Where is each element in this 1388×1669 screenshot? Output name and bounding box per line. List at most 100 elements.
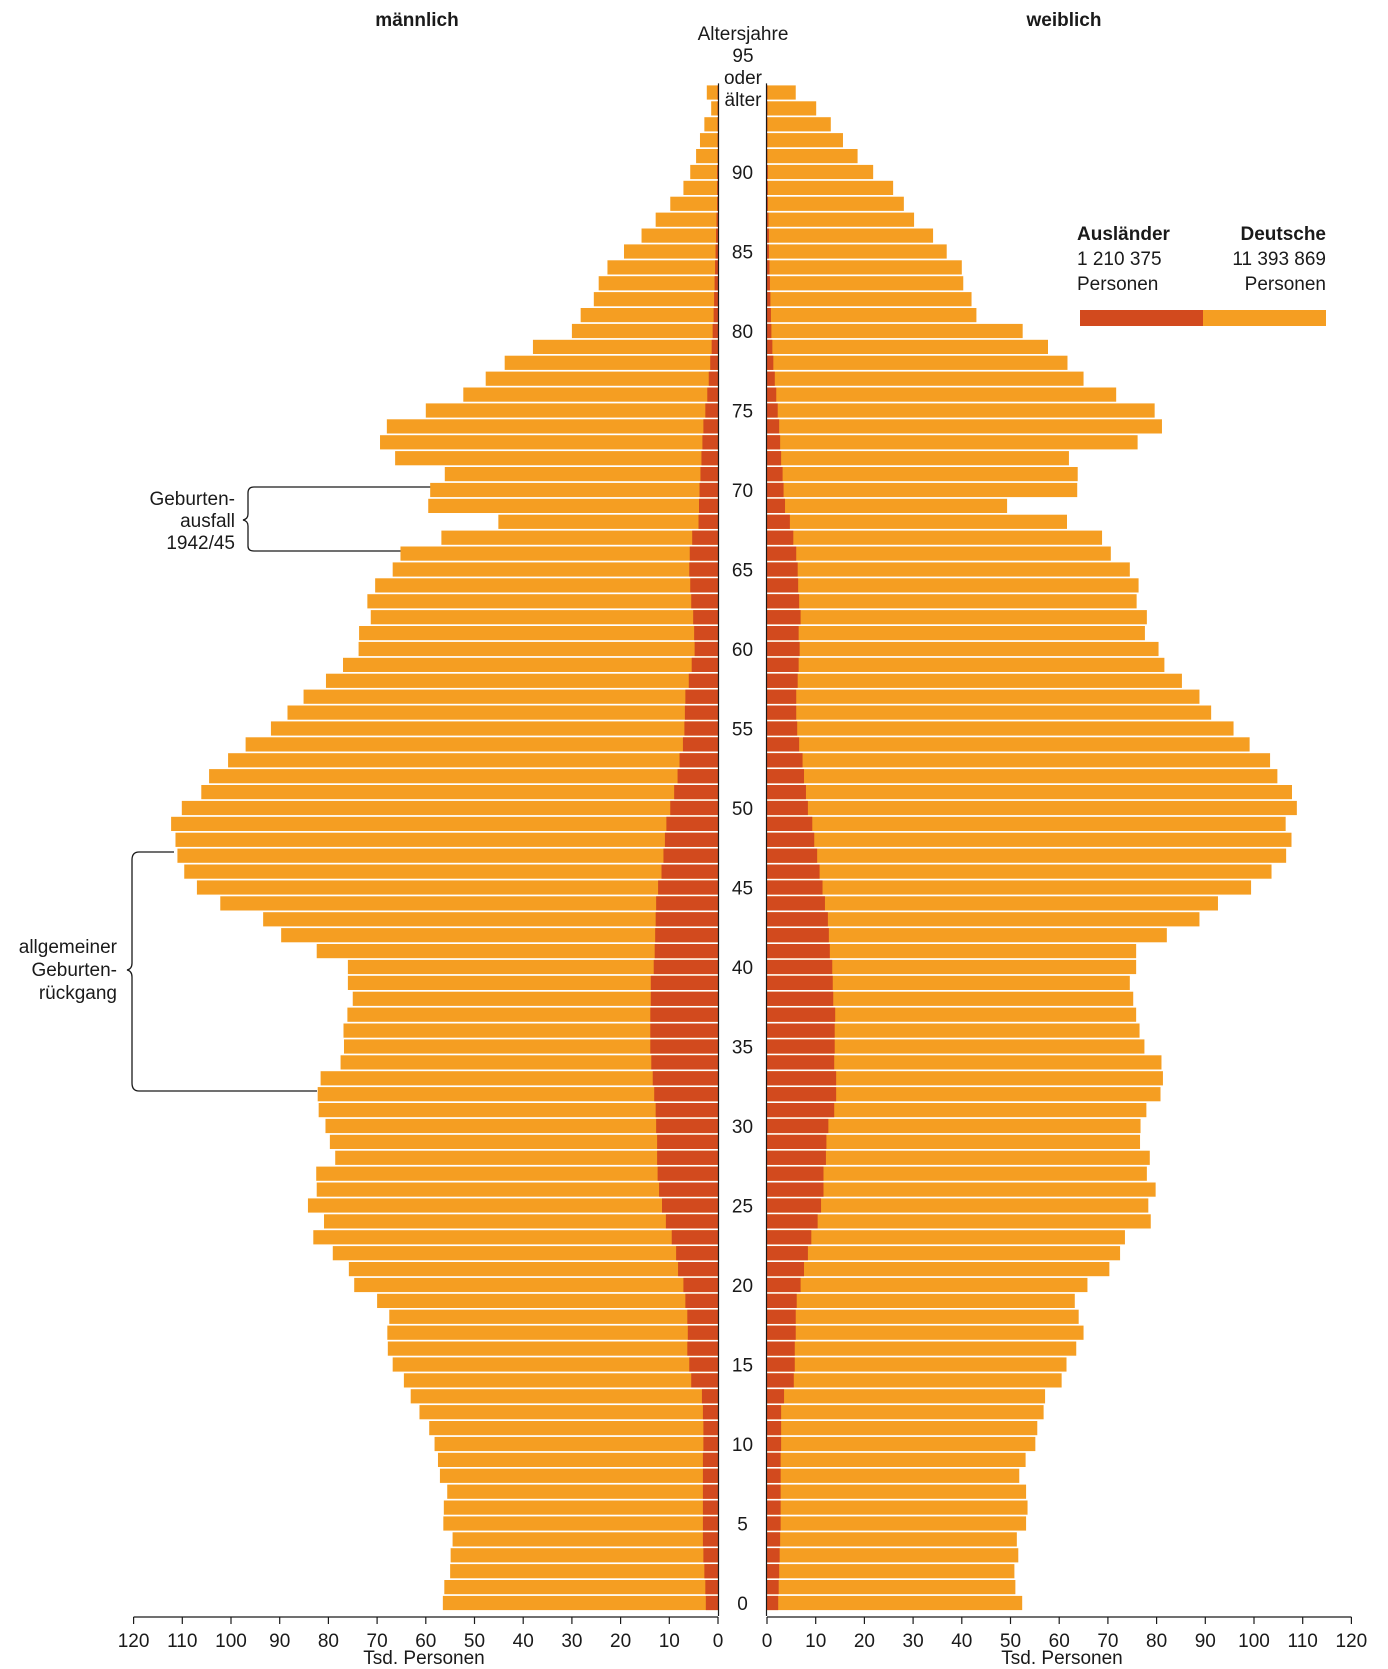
legend-deutsche-label: Deutsche [1240, 224, 1326, 245]
bar-male-total-age-6 [443, 1500, 718, 1515]
bar-female-foreign-age-32 [767, 1087, 837, 1102]
bar-female-foreign-age-25 [767, 1198, 822, 1213]
bar-male-total-age-48 [175, 832, 718, 847]
bar-male-total-age-82 [593, 292, 718, 307]
legend-auslaender-unit: Personen [1077, 274, 1158, 295]
bar-female-total-age-53 [767, 753, 1271, 768]
bar-female-foreign-age-31 [767, 1103, 835, 1118]
bar-female-total-age-84 [767, 260, 962, 275]
age-axis-label-line-1: Altersjahre [698, 24, 789, 45]
bar-male-total-age-37 [347, 1007, 718, 1022]
bar-male-total-age-46 [184, 864, 719, 879]
bar-female-total-age-42 [767, 928, 1167, 943]
bar-male-total-age-29 [329, 1134, 718, 1149]
bar-female-foreign-age-50 [767, 800, 808, 816]
bar-female-foreign-age-17 [767, 1325, 796, 1340]
bar-female-total-age-10 [767, 1436, 1036, 1452]
bars-female [765, 83, 1297, 1616]
bar-male-foreign-age-66 [689, 546, 718, 561]
bar-male-foreign-age-60 [694, 641, 718, 657]
x-tick-label-male-70: 70 [367, 1631, 388, 1652]
bar-female-total-age-40 [767, 959, 1137, 975]
age-tick-20: 20 [732, 1276, 753, 1297]
bar-male-total-age-66 [400, 546, 718, 561]
legend-deutsche-unit: Personen [1245, 274, 1326, 295]
bar-male-foreign-age-71 [700, 467, 718, 482]
bar-female-total-age-54 [767, 737, 1250, 752]
bar-female-foreign-age-77 [767, 371, 775, 386]
bar-male-foreign-age-61 [694, 626, 718, 641]
bar-male-foreign-age-19 [685, 1293, 718, 1308]
age-tick-75: 75 [732, 402, 753, 423]
bar-female-foreign-age-33 [767, 1071, 837, 1086]
bar-male-foreign-age-62 [693, 610, 718, 625]
bar-male-foreign-age-64 [690, 578, 718, 593]
legend-swatch-auslaender [1080, 310, 1203, 326]
bar-female-foreign-age-35 [767, 1039, 835, 1054]
bar-male-foreign-age-27 [657, 1166, 718, 1181]
bar-female-foreign-age-69 [767, 498, 786, 513]
bar-male-foreign-age-25 [661, 1198, 718, 1213]
bar-male-foreign-age-28 [657, 1150, 718, 1165]
bar-female-total-age-69 [767, 498, 1008, 513]
bar-female-total-age-25 [767, 1198, 1149, 1213]
bar-female-foreign-age-37 [767, 1007, 836, 1022]
bar-male-total-age-58 [325, 673, 718, 688]
bar-male-foreign-age-70 [699, 482, 718, 498]
bar-male-total-age-12 [419, 1405, 718, 1420]
bar-female-foreign-age-53 [767, 753, 803, 768]
bar-male-foreign-age-86 [716, 228, 718, 243]
bar-female-foreign-age-73 [767, 435, 781, 450]
bar-male-foreign-age-12 [702, 1405, 718, 1420]
bar-male-total-age-76 [463, 387, 718, 402]
bar-female-foreign-age-54 [767, 737, 800, 752]
bar-female-total-age-49 [767, 816, 1286, 831]
bar-male-foreign-age-1 [705, 1580, 718, 1595]
bar-male-foreign-age-80 [712, 323, 718, 339]
bar-male-foreign-age-37 [650, 1007, 718, 1022]
x-tick-label-male-20: 20 [610, 1631, 631, 1652]
bar-female-foreign-age-1 [767, 1580, 779, 1595]
bar-male-total-age-16 [387, 1341, 718, 1356]
bar-female-total-age-90 [767, 164, 874, 180]
bar-female-foreign-age-45 [767, 880, 823, 895]
bar-female-total-age-26 [767, 1182, 1156, 1197]
bar-male-total-age-42 [281, 928, 718, 943]
bar-male-total-age-39 [347, 975, 718, 990]
bar-male-total-age-53 [228, 753, 718, 768]
bar-female-total-age-7 [767, 1484, 1027, 1499]
bar-male-foreign-age-48 [664, 832, 718, 847]
bar-female-total-age-50 [767, 800, 1297, 816]
bar-male-foreign-age-54 [682, 737, 718, 752]
bar-male-foreign-age-0 [705, 1595, 718, 1611]
bar-male-total-age-73 [380, 435, 718, 450]
annotation-geburtenrueckgang-line-3: rückgang [39, 983, 117, 1004]
bar-female-foreign-age-6 [767, 1500, 781, 1515]
bar-female-foreign-age-49 [767, 816, 813, 831]
age-tick-35: 35 [732, 1038, 753, 1059]
bar-female-total-age-78 [767, 355, 1068, 370]
bar-male-total-age-21 [348, 1262, 718, 1277]
bar-female-total-age-65 [767, 562, 1130, 577]
bar-female-foreign-age-5 [767, 1516, 781, 1531]
bar-male-foreign-age-16 [687, 1341, 718, 1356]
bar-male-foreign-age-74 [703, 419, 718, 434]
bar-female-total-age-66 [767, 546, 1111, 561]
x-tick-label-male-10: 10 [659, 1631, 680, 1652]
bar-male-total-age-15 [392, 1357, 718, 1372]
bar-male-foreign-age-90 [717, 164, 718, 180]
bar-male-total-age-9 [437, 1452, 718, 1467]
bar-male-total-age-55 [270, 721, 718, 736]
x-tick-label-male-120: 120 [118, 1631, 150, 1652]
bar-female-total-age-19 [767, 1293, 1075, 1308]
bar-male-foreign-age-5 [702, 1516, 718, 1531]
bar-female-total-age-56 [767, 705, 1212, 720]
bar-female-foreign-age-89 [767, 180, 768, 195]
annotation-geburtenausfall-line-3: 1942/45 [166, 533, 235, 554]
bar-female-foreign-age-66 [767, 546, 797, 561]
bar-female-total-age-11 [767, 1421, 1038, 1436]
x-tick-label-female-120: 120 [1336, 1631, 1368, 1652]
bar-female-total-age-83 [767, 276, 964, 291]
bar-female-foreign-age-81 [767, 308, 771, 323]
x-tick-label-male-50: 50 [464, 1631, 485, 1652]
